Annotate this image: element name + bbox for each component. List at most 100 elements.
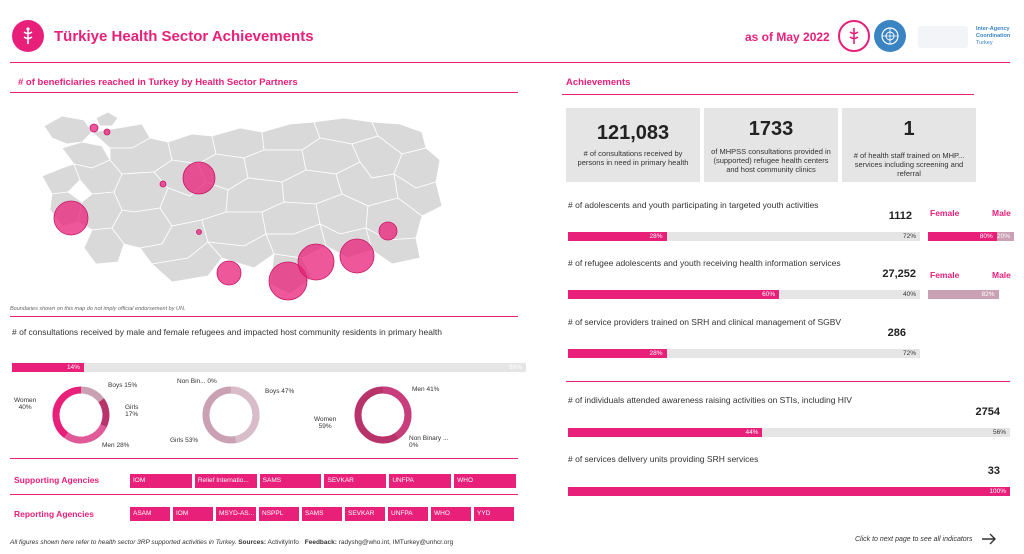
indicator-value: 1112 <box>888 210 912 222</box>
reporting-agencies-label: Reporting Agencies <box>14 509 94 519</box>
indicator-bar: 44% 56% <box>568 428 1010 437</box>
indicators-divider <box>566 381 1010 382</box>
supporting-agency[interactable]: UNFPA <box>389 474 452 488</box>
donut1-men-label: Men 28% <box>102 442 130 449</box>
indicator-value: 27,252 <box>882 268 916 280</box>
supporting-agency[interactable]: SAMS <box>259 474 322 488</box>
indicator-value: 2754 <box>975 406 1000 418</box>
donut3-men-label: Men 41% <box>412 386 440 393</box>
gender-split-female: 80% <box>928 232 997 241</box>
donut1-women-label: Women 40% <box>14 397 37 411</box>
kpi-mhpss: 1733 of MHPSS consultations provided in … <box>704 108 838 182</box>
reporting-agency[interactable]: MSYD-AS... <box>216 507 256 521</box>
consultations-bar-female: 14% <box>12 363 84 372</box>
female-header: Female <box>930 270 960 280</box>
map-section-divider <box>10 92 518 93</box>
reporting-agency[interactable]: YYD <box>474 507 514 521</box>
report-date: as of May 2022 <box>745 30 830 44</box>
indicator-bar-fill: 28% <box>568 232 667 241</box>
map-provinces <box>41 111 443 295</box>
indicator-bar-rest: 72% <box>666 349 920 358</box>
reporting-agency[interactable]: UNFPA <box>388 507 428 521</box>
consultations-bar-male: 86% <box>508 364 522 371</box>
donut1-girls-label: Girls 17% <box>125 404 139 418</box>
donut-chart-adults <box>354 386 412 444</box>
reporting-agency[interactable]: SAMS <box>302 507 342 521</box>
arrow-right-icon <box>981 533 996 545</box>
male-header: Male <box>992 208 1011 218</box>
indicator-bar-rest: 72% <box>666 232 920 241</box>
indicator-value: 33 <box>987 465 1000 477</box>
gender-split-bar: 82% <box>928 290 1014 299</box>
indicator-value: 286 <box>887 327 906 339</box>
female-header: Female <box>930 208 960 218</box>
turkey-map[interactable] <box>22 98 452 303</box>
agencies-top-divider <box>10 458 518 459</box>
indicator-bar-fill: 100% <box>568 487 1010 496</box>
supporting-agency[interactable]: WHO <box>454 474 516 488</box>
indicator-bar-rest: 40% <box>779 290 920 299</box>
indicator-bar-fill: 44% <box>568 428 763 437</box>
supporting-agency[interactable]: Relief Internatio... <box>194 474 257 488</box>
reporting-agency[interactable]: WHO <box>431 507 471 521</box>
donut2-nonbinary-label: Non Bin... 0% <box>177 378 217 385</box>
beneficiary-bubbles <box>53 123 398 301</box>
donut2-girls-label: Girls 53% <box>170 437 199 444</box>
donut3-nonbinary-label: Non Binary ... 0% <box>409 435 449 449</box>
indicator-bar-fill: 28% <box>568 349 667 358</box>
partner-logo <box>918 26 968 48</box>
achievements-title: Achievements <box>566 77 631 88</box>
indicator-bar: 60% 40% <box>568 290 920 299</box>
supporting-agency[interactable]: IOM <box>130 474 192 488</box>
indicator-bar: 100% <box>568 487 1010 496</box>
kpi-staff-value: 1 <box>903 118 915 140</box>
un-emblem-icon <box>874 20 906 52</box>
gender-split-male: 20% <box>996 232 1014 241</box>
agencies-mid-divider <box>10 494 518 495</box>
indicator-label: # of refugee adolescents and youth recei… <box>568 258 841 268</box>
donut3-women-label: Women 59% <box>314 416 337 430</box>
reporting-agency[interactable]: NSPPL <box>259 507 299 521</box>
donut2-boys-label: Boys 47% <box>265 388 295 395</box>
kpi-staff-label: # of health staff trained on MHP... serv… <box>853 151 965 178</box>
next-page-link[interactable]: Click to next page to see all indicators <box>855 533 997 545</box>
indicator-label: # of individuals attended awareness rais… <box>568 395 852 405</box>
kpi-staff-trained: 1 # of health staff trained on MHP... se… <box>842 108 976 182</box>
indicator-label: # of adolescents and youth participating… <box>568 200 819 210</box>
reporting-agency[interactable]: IOM <box>173 507 213 521</box>
map-disclaimer: Boundaries shown on this map do not impl… <box>10 306 186 312</box>
kpi-mhpss-value: 1733 <box>748 118 794 140</box>
indicator-label: # of services delivery units providing S… <box>568 454 759 464</box>
indicator-bar: 28% 72% <box>568 232 920 241</box>
donut-chart-children <box>202 386 260 444</box>
map-section-title: # of beneficiaries reached in Turkey by … <box>18 77 298 88</box>
iac-logo-text: Inter-Agency Coordination Turkey <box>976 26 1011 46</box>
page-title: Türkiye Health Sector Achievements <box>54 28 314 45</box>
next-page-text: Click to next page to see all indicators <box>855 535 973 543</box>
indicator-bar: 28% 72% <box>568 349 920 358</box>
kpi-mhpss-label: of MHPSS consultations provided in (supp… <box>711 147 831 174</box>
gender-split-bar: 80% 20% <box>928 232 1014 241</box>
supporting-agencies-list: IOM Relief Internatio... SAMS SEVKAR UNF… <box>130 474 516 488</box>
kpi-consultations: 121,083 # of consultations received by p… <box>566 108 700 182</box>
indicator-label: # of service providers trained on SRH an… <box>568 317 842 327</box>
donut1-boys-label: Boys 15% <box>108 382 138 389</box>
indicator-bar-fill: 60% <box>568 290 780 299</box>
health-sector-logo-icon <box>838 20 870 52</box>
reporting-agency[interactable]: ASAM <box>130 507 170 521</box>
supporting-agencies-label: Supporting Agencies <box>14 475 100 485</box>
donut-chart-refugees <box>52 386 110 444</box>
consultations-bar: 14% 86% <box>12 363 526 372</box>
header-divider <box>10 62 1010 63</box>
health-logo-icon <box>12 20 44 52</box>
gender-split-female: 82% <box>928 290 999 299</box>
indicator-bar-rest: 56% <box>762 428 1010 437</box>
gender-split-male <box>998 290 1014 299</box>
kpi-consultations-value: 121,083 <box>596 122 670 144</box>
map-bottom-divider <box>10 316 518 317</box>
reporting-agency[interactable]: SEVKAR <box>345 507 385 521</box>
consultations-title: # of consultations received by male and … <box>12 327 442 337</box>
kpi-consultations-label: # of consultations received by persons i… <box>577 149 689 167</box>
supporting-agency[interactable]: SEVKAR <box>324 474 387 488</box>
footer-note: All figures shown here refer to health s… <box>10 539 454 546</box>
